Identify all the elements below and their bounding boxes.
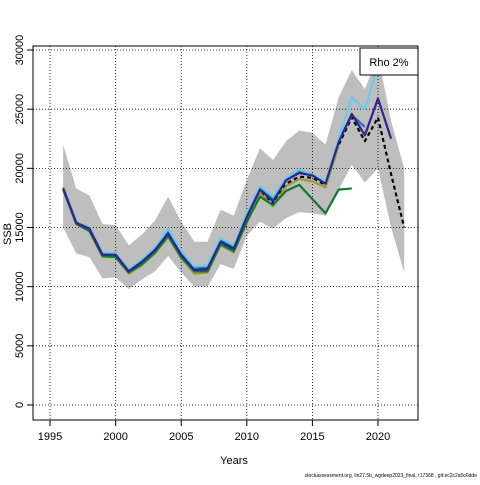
legend-box [359,47,419,76]
footnote: stockassessment.org, lin27.5b_wgdeep2023… [305,473,478,479]
y-tick-label: 0 [14,402,26,408]
y-tick-label: 15000 [14,212,26,243]
y-tick-label: 25000 [14,94,26,125]
x-tick-label: 1995 [38,431,62,443]
x-tick-label: 2000 [103,431,127,443]
series-line [62,97,393,273]
y-axis-title: SSB [2,223,14,245]
legend-text: Rho 2% [369,57,408,69]
y-tick-label: 30000 [14,35,26,66]
confidence-band [63,55,405,290]
series-line [62,183,352,274]
x-axis-title: Years [220,455,248,467]
y-tick-label: 20000 [14,153,26,184]
x-tick-label: 2020 [366,431,390,443]
plot-frame [32,45,419,421]
y-tick-label: 10000 [14,271,26,302]
x-tick-label: 2010 [235,431,259,443]
y-tick-label: 5000 [14,334,26,358]
x-tick-label: 2015 [300,431,324,443]
x-tick-label: 2005 [169,431,193,443]
